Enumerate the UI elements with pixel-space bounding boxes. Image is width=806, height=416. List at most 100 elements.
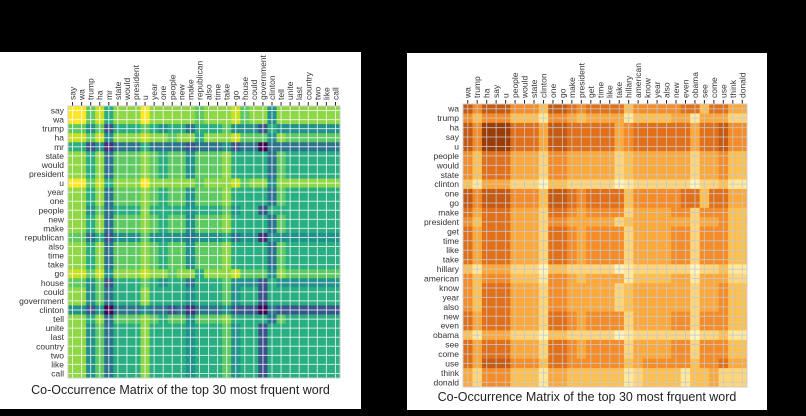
x-tick-label: tell bbox=[276, 89, 286, 100]
y-tick-label: time bbox=[48, 251, 64, 261]
x-tick-label: also bbox=[204, 84, 214, 100]
y-tick-label: government bbox=[19, 296, 65, 306]
x-tick-label: ha bbox=[482, 88, 492, 98]
y-tick-label: republican bbox=[25, 232, 64, 242]
x-tick-label: time bbox=[595, 82, 605, 98]
x-tick-label: republican bbox=[194, 61, 204, 100]
y-tick-label: one bbox=[445, 189, 459, 199]
x-tick-label: make bbox=[185, 79, 195, 100]
y-tick-label: one bbox=[50, 196, 64, 206]
x-tick-label: president bbox=[131, 64, 141, 100]
x-tick-label: new bbox=[671, 82, 681, 98]
heatmap-right: wawatrumptrumphahasaysayuupeoplepeoplewo… bbox=[424, 62, 748, 388]
y-tick-label: even bbox=[441, 321, 460, 331]
y-tick-label: see bbox=[445, 340, 459, 350]
y-tick-label: people bbox=[433, 151, 459, 161]
y-tick-label: come bbox=[438, 349, 459, 359]
y-tick-label: clinton bbox=[39, 305, 64, 315]
y-tick-label: wa bbox=[52, 115, 64, 125]
x-tick-label: clinton bbox=[267, 75, 277, 100]
chart-title-right: Co-Occurrence Matrix of the top 30 most … bbox=[437, 390, 737, 404]
y-tick-label: would bbox=[436, 160, 459, 170]
x-tick-label: say bbox=[491, 84, 501, 98]
heatmap-frame bbox=[67, 105, 341, 379]
x-tick-label: think bbox=[728, 79, 738, 98]
y-tick-label: trump bbox=[437, 113, 459, 123]
y-tick-label: u bbox=[454, 141, 459, 151]
x-tick-label: two bbox=[312, 87, 322, 101]
y-tick-label: clinton bbox=[434, 179, 459, 189]
y-tick-label: country bbox=[36, 341, 65, 351]
y-tick-label: donald bbox=[433, 377, 459, 387]
y-tick-label: would bbox=[41, 160, 64, 170]
x-tick-label: trump bbox=[86, 78, 96, 100]
x-tick-label: like bbox=[605, 85, 615, 98]
x-tick-label: country bbox=[303, 71, 313, 100]
x-tick-label: would bbox=[122, 78, 132, 101]
y-tick-label: think bbox=[441, 368, 460, 378]
x-tick-label: government bbox=[258, 54, 268, 100]
x-tick-label: mr bbox=[104, 90, 114, 100]
x-tick-label: make bbox=[567, 77, 577, 98]
y-tick-label: american bbox=[424, 274, 459, 284]
x-tick-label: go bbox=[231, 90, 241, 100]
x-tick-label: get bbox=[586, 86, 596, 98]
y-tick-label: year bbox=[442, 292, 459, 302]
y-tick-label: unite bbox=[46, 323, 65, 333]
y-tick-label: tell bbox=[53, 314, 64, 324]
y-tick-label: also bbox=[443, 302, 459, 312]
x-tick-label: would bbox=[520, 76, 530, 99]
chart-title-left: Co-Occurrence Matrix of the top 30 most … bbox=[31, 383, 330, 397]
y-tick-label: u bbox=[59, 178, 64, 188]
y-tick-label: ha bbox=[450, 123, 460, 133]
y-tick-label: get bbox=[447, 226, 459, 236]
x-tick-label: say bbox=[68, 86, 78, 100]
x-tick-label: one bbox=[158, 86, 168, 100]
y-tick-label: two bbox=[51, 350, 65, 360]
y-tick-label: obama bbox=[433, 330, 459, 340]
x-tick-label: take bbox=[222, 84, 232, 100]
x-tick-label: even bbox=[680, 79, 690, 98]
y-tick-label: year bbox=[47, 187, 64, 197]
y-tick-label: president bbox=[424, 217, 460, 227]
x-tick-label: unite bbox=[285, 81, 295, 100]
y-tick-label: make bbox=[438, 207, 459, 217]
x-tick-label: could bbox=[249, 79, 259, 100]
y-tick-label: ha bbox=[55, 133, 65, 143]
x-tick-label: use bbox=[718, 84, 728, 98]
y-tick-label: wa bbox=[447, 104, 459, 114]
y-tick-label: president bbox=[29, 169, 65, 179]
x-tick-label: last bbox=[294, 86, 304, 100]
y-tick-label: like bbox=[51, 359, 64, 369]
x-tick-label: wa bbox=[463, 87, 473, 99]
x-tick-label: time bbox=[213, 84, 223, 100]
y-tick-label: state bbox=[46, 151, 65, 161]
x-tick-label: people bbox=[167, 74, 177, 100]
x-tick-label: clinton bbox=[538, 73, 548, 98]
y-tick-label: say bbox=[446, 132, 460, 142]
x-tick-label: hillary bbox=[624, 75, 634, 98]
y-tick-label: also bbox=[48, 242, 64, 252]
y-tick-label: take bbox=[443, 255, 459, 265]
y-tick-label: know bbox=[439, 283, 460, 293]
y-tick-label: like bbox=[446, 245, 459, 255]
y-tick-label: make bbox=[43, 223, 64, 233]
x-tick-label: trump bbox=[472, 76, 482, 98]
x-tick-label: one bbox=[548, 84, 558, 98]
heatmap-panel-left: say say wa wa trump trump ha ha mr mr state state wo… bbox=[0, 52, 361, 409]
y-tick-label: trump bbox=[42, 124, 64, 134]
y-tick-label: new bbox=[48, 214, 64, 224]
y-tick-label: last bbox=[51, 332, 65, 342]
y-tick-label: mr bbox=[54, 142, 64, 152]
x-tick-label: u bbox=[140, 95, 150, 100]
x-tick-label: new bbox=[176, 84, 186, 100]
y-tick-label: house bbox=[41, 278, 64, 288]
y-tick-label: people bbox=[38, 205, 64, 215]
y-tick-label: go bbox=[55, 269, 65, 279]
heatmap-panel-right: wa wa trump trump ha ha say say u u people people wo… bbox=[407, 53, 767, 410]
x-tick-label: donald bbox=[737, 72, 747, 98]
x-tick-label: go bbox=[557, 88, 567, 98]
y-tick-label: call bbox=[51, 368, 64, 378]
x-tick-label: see bbox=[699, 84, 709, 98]
x-tick-label: like bbox=[321, 87, 331, 100]
